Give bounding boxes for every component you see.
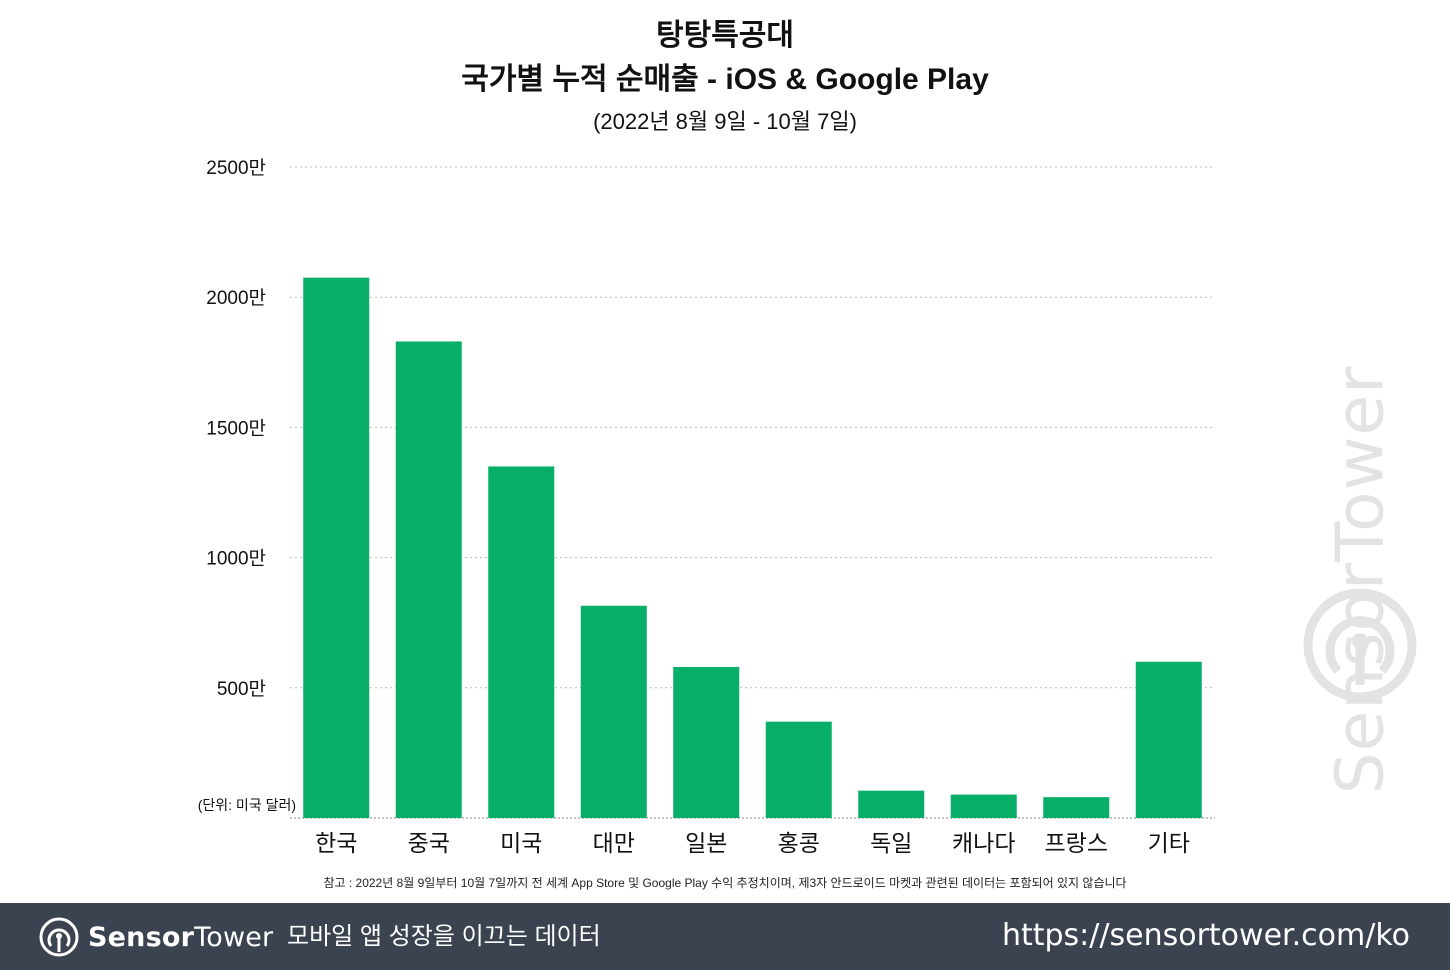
bar-10: [1135, 661, 1202, 818]
bar-chart: 500만 1000만 1500만 2000만 2500만 (단위: 미국 달러) 한국 중국 미…: [198, 157, 1215, 856]
y-tick-label: 2000만: [206, 287, 266, 309]
chart-title-block: 탕탕특공대 국가별 누적 순매출 - iOS & Google Play (20…: [0, 14, 1450, 140]
x-tick-label: 독일: [870, 830, 912, 856]
bar-5: [673, 666, 740, 818]
x-tick-label: 기타: [1148, 830, 1190, 856]
bar-4: [580, 605, 647, 818]
chart-subtitle: 국가별 누적 순매출 - iOS & Google Play: [461, 63, 989, 96]
y-tick-label: 2500만: [206, 157, 266, 179]
y-tick-label: 1500만: [206, 417, 266, 439]
bar-6: [765, 721, 832, 818]
x-tick-label: 홍콩: [778, 830, 820, 856]
chart-footnote: 참고 : 2022년 8월 9일부터 10월 7일까지 전 세계 App Sto…: [323, 876, 1127, 890]
sensortower-logo-icon: [1303, 588, 1417, 702]
bar-1: [303, 277, 370, 818]
y-tick-label: 1000만: [206, 548, 266, 570]
chart-date-range: (2022년 8월 9일 - 10월 7일): [593, 109, 857, 134]
footer-bar: SensorTower 모바일 앱 성장을 이끄는 데이터 https://se…: [0, 903, 1450, 970]
unit-label: (단위: 미국 달러): [198, 797, 296, 813]
footer-brand-name: SensorTower: [88, 921, 274, 953]
footer-brand: SensorTower: [38, 916, 273, 958]
x-tick-label: 일본: [685, 830, 727, 856]
bar-3: [488, 466, 555, 818]
bar-7: [858, 790, 925, 818]
bar-2: [395, 341, 462, 818]
x-tick-label: 중국: [408, 830, 450, 856]
x-tick-label: 한국: [315, 830, 357, 856]
footer-url[interactable]: https://sensortower.com/ko: [1001, 918, 1410, 953]
chart-title: 탕탕특공대: [656, 19, 794, 52]
x-tick-label: 대만: [593, 830, 635, 856]
sensortower-watermark: SensorTower: [1290, 210, 1430, 794]
footer-tagline: 모바일 앱 성장을 이끄는 데이터: [287, 923, 601, 950]
x-tick-label: 캐나다: [952, 830, 1015, 856]
sensortower-logo-icon: [39, 917, 79, 957]
x-tick-label: 프랑스: [1045, 830, 1108, 856]
x-tick-label: 미국: [500, 830, 542, 856]
bar-8: [950, 794, 1017, 818]
y-tick-label: 500만: [217, 678, 266, 700]
bar-9: [1043, 797, 1110, 818]
